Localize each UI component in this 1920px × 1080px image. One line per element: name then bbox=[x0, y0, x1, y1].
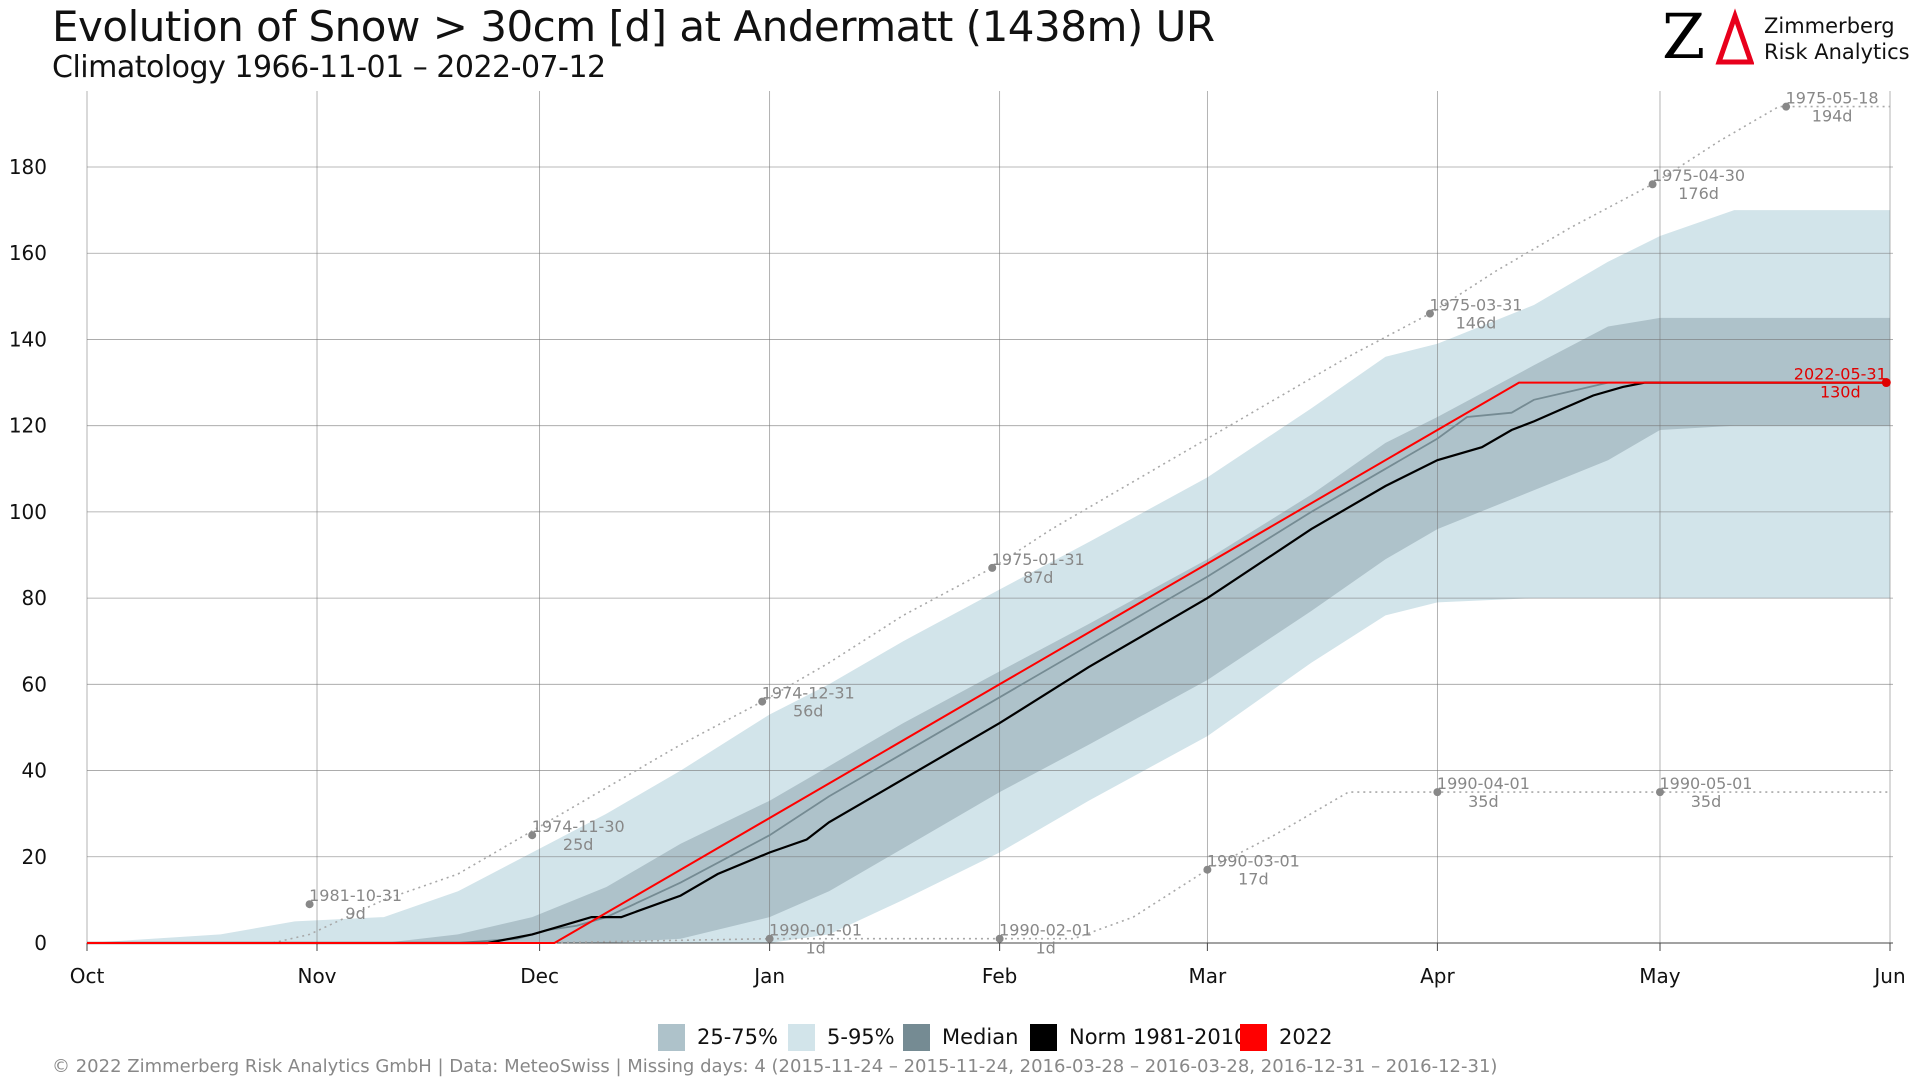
annotation-days: 87d bbox=[1023, 568, 1054, 587]
y-tick-label: 160 bbox=[9, 241, 47, 265]
legend-label-25-75: 25-75% bbox=[697, 1025, 778, 1049]
series-line-median bbox=[87, 381, 1890, 944]
legend-swatch-median bbox=[903, 1023, 930, 1051]
x-tick-label: May bbox=[1639, 964, 1681, 988]
annotation-days: 25d bbox=[563, 835, 594, 854]
annotation-point bbox=[305, 900, 314, 909]
annotation-date: 2022-05-31 bbox=[1794, 365, 1887, 384]
x-tick-label: Apr bbox=[1420, 964, 1455, 988]
annotation-point bbox=[1433, 788, 1442, 797]
annotation-point bbox=[765, 934, 774, 943]
x-tick-label: Jun bbox=[1872, 964, 1905, 988]
annotation-days: 1d bbox=[805, 939, 825, 958]
annotation-days: 56d bbox=[793, 702, 824, 721]
legend-label-median: Median bbox=[942, 1025, 1019, 1049]
legend-label-2022: 2022 bbox=[1279, 1025, 1333, 1049]
y-tick-label: 0 bbox=[34, 931, 47, 955]
chart-subtitle: Climatology 1966-11-01 – 2022-07-12 bbox=[52, 50, 606, 85]
logo-text-line2: Risk Analytics bbox=[1764, 40, 1910, 64]
annotation-days: 176d bbox=[1678, 184, 1719, 203]
legend-item-25-75: 25-75% bbox=[658, 1022, 778, 1052]
annotation-days: 194d bbox=[1812, 107, 1853, 126]
logo-text-line1: Zimmerberg bbox=[1764, 14, 1895, 38]
legend-item-5-95: 5-95% bbox=[788, 1022, 895, 1052]
legend-swatch-2022 bbox=[1240, 1023, 1267, 1051]
annotation-days: 9d bbox=[345, 904, 365, 923]
y-tick-label: 140 bbox=[9, 327, 47, 351]
legend-label-5-95: 5-95% bbox=[827, 1025, 895, 1049]
annotation-date: 1974-12-31 bbox=[762, 684, 855, 703]
x-tick-label: Nov bbox=[297, 964, 336, 988]
annotation-days: 1d bbox=[1035, 939, 1055, 958]
annotation-point bbox=[1655, 788, 1664, 797]
x-tick-label: Dec bbox=[520, 964, 559, 988]
band-5-95 bbox=[87, 210, 1890, 944]
annotation-date: 1974-11-30 bbox=[532, 817, 625, 836]
x-tick-label: Oct bbox=[70, 964, 105, 988]
legend-item-norm: Norm 1981-2010 bbox=[1030, 1022, 1247, 1052]
y-tick-label: 20 bbox=[22, 845, 47, 869]
annotation-point bbox=[1648, 180, 1657, 189]
x-tick-label: Feb bbox=[982, 964, 1017, 988]
annotation-days: 130d bbox=[1820, 383, 1861, 402]
footer-credits: © 2022 Zimmerberg Risk Analytics GmbH | … bbox=[52, 1056, 1498, 1077]
annotation-date: 1990-05-01 bbox=[1659, 774, 1752, 793]
series-line-2022 bbox=[87, 381, 1887, 944]
annotation-date: 1990-02-01 bbox=[999, 921, 1092, 940]
annotation-date: 1990-03-01 bbox=[1207, 852, 1300, 871]
x-tick-label: Jan bbox=[752, 964, 785, 988]
series-line-norm-1981-2010 bbox=[87, 381, 1890, 945]
y-tick-label: 80 bbox=[22, 586, 47, 610]
band-25-75 bbox=[87, 317, 1890, 943]
annotation-date: 1975-01-31 bbox=[992, 550, 1085, 569]
y-tick-label: 100 bbox=[9, 500, 47, 524]
annotation-point bbox=[1425, 309, 1434, 318]
y-tick-label: 40 bbox=[22, 759, 47, 783]
annotation-point bbox=[988, 563, 997, 572]
annotation-point bbox=[1782, 102, 1791, 111]
annotation-date: 1990-01-01 bbox=[769, 921, 862, 940]
annotation-days: 146d bbox=[1456, 314, 1497, 333]
legend-item-2022: 2022 bbox=[1240, 1022, 1332, 1052]
record-min-line bbox=[87, 791, 1890, 944]
legend-swatch-25-75 bbox=[658, 1023, 685, 1051]
legend-label-norm: Norm 1981-2010 bbox=[1069, 1025, 1248, 1049]
y-tick-label: 120 bbox=[9, 414, 47, 438]
chart-legend: 25-75% 5-95% Median Norm 1981-2010 2022 bbox=[0, 1022, 1920, 1052]
annotation-point bbox=[758, 697, 767, 706]
legend-item-median: Median bbox=[903, 1022, 1018, 1052]
x-tick-label: Mar bbox=[1189, 964, 1228, 988]
annotation-days: 35d bbox=[1468, 792, 1499, 811]
y-tick-label: 60 bbox=[22, 672, 47, 696]
annotation-point bbox=[1881, 378, 1891, 388]
snow-days-chart: 0 20 40 60 80 100 120 140 160 180 Oct Nov Dec Jan Feb M… bbox=[9, 89, 1906, 988]
legend-swatch-5-95 bbox=[788, 1023, 815, 1051]
logo-mark: Z bbox=[1662, 0, 1754, 73]
logo-z-letter: Z bbox=[1662, 0, 1706, 73]
annotation-point bbox=[1203, 865, 1212, 874]
annotation-date: 1975-04-30 bbox=[1652, 166, 1745, 185]
annotation-date: 1981-10-31 bbox=[309, 886, 402, 905]
annotation-point bbox=[528, 831, 537, 840]
chart-title: Evolution of Snow > 30cm [d] at Andermat… bbox=[52, 2, 1215, 51]
legend-swatch-norm bbox=[1030, 1023, 1057, 1051]
annotation-days: 17d bbox=[1238, 870, 1269, 889]
annotation-days: 35d bbox=[1691, 792, 1722, 811]
annotation-date: 1975-03-31 bbox=[1429, 296, 1522, 315]
annotation-point bbox=[995, 934, 1004, 943]
annotation-date: 1975-05-18 bbox=[1786, 89, 1879, 108]
company-logo: Z Zimmerberg Risk Analytics bbox=[1662, 0, 1912, 73]
logo-delta-icon bbox=[1715, 8, 1754, 65]
annotation-date: 1990-04-01 bbox=[1437, 774, 1530, 793]
y-tick-label: 180 bbox=[9, 155, 47, 179]
